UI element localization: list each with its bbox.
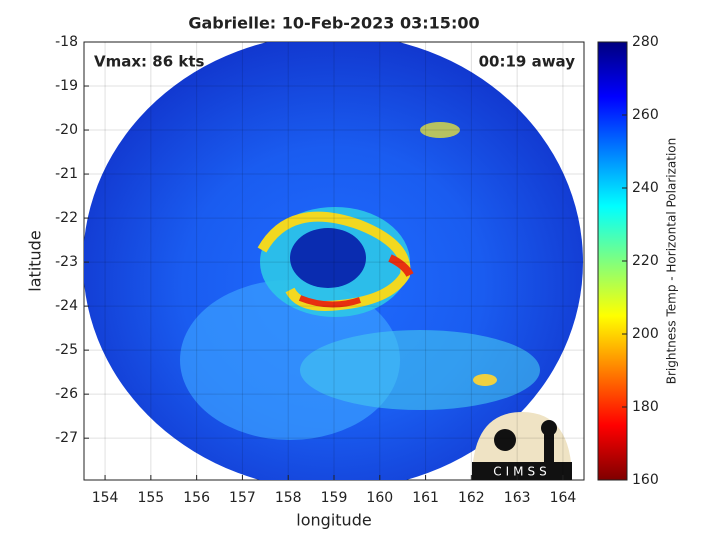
- colorbar-tick-label: 280: [632, 34, 659, 50]
- x-tick-label: 157: [229, 490, 256, 506]
- x-tick-label: 161: [412, 490, 439, 506]
- y-tick-label: -25: [55, 342, 78, 358]
- colorbar-tick-label: 200: [632, 326, 659, 342]
- y-tick-label: -21: [55, 166, 78, 182]
- x-tick-label: 160: [366, 490, 393, 506]
- x-tick-label: 162: [458, 490, 485, 506]
- colorbar-label: Brightness Temp - Horizontal Polarizatio…: [665, 138, 679, 385]
- colorbar-tick-label: 220: [632, 253, 659, 269]
- x-tick-label: 155: [137, 490, 164, 506]
- y-tick-label: -23: [55, 254, 78, 270]
- annotation: 00:19 away: [479, 53, 576, 71]
- y-tick-label: -27: [55, 430, 78, 446]
- chart-title: Gabrielle: 10-Feb-2023 03:15:00: [188, 14, 479, 33]
- y-tick-label: -20: [55, 122, 78, 138]
- y-tick-label: -24: [55, 298, 78, 314]
- logo-text: CIMSS: [493, 465, 551, 479]
- x-tick-label: 163: [504, 490, 531, 506]
- x-tick-label: 156: [183, 490, 210, 506]
- colorbar-tick-label: 160: [632, 472, 659, 488]
- y-tick-label: -19: [55, 78, 78, 94]
- y-tick-label: -26: [55, 386, 78, 402]
- annotation: Vmax: 86 kts: [94, 53, 204, 71]
- y-tick-label: -18: [55, 34, 78, 50]
- colorbar-tick-label: 260: [632, 107, 659, 123]
- colorbar-tick-label: 180: [632, 399, 659, 415]
- x-tick-label: 158: [275, 490, 302, 506]
- y-tick-label: -22: [55, 210, 78, 226]
- x-tick-label: 154: [92, 490, 119, 506]
- x-axis-label: longitude: [296, 511, 371, 530]
- colorbar-tick-label: 240: [632, 180, 659, 196]
- cimss-logo: CIMSS: [472, 412, 572, 480]
- swath-image: [84, 42, 583, 480]
- x-tick-label: 164: [550, 490, 577, 506]
- y-axis-label: latitude: [26, 230, 45, 291]
- x-tick-label: 159: [321, 490, 348, 506]
